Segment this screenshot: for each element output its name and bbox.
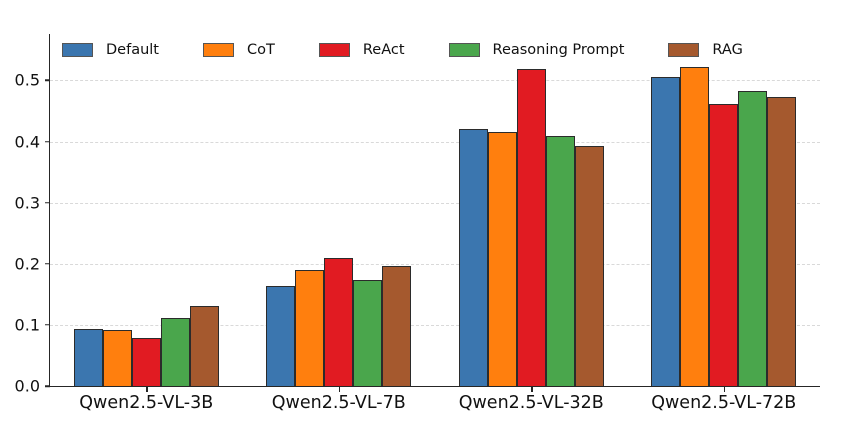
gridline	[50, 141, 820, 143]
x-tick-mark	[146, 386, 148, 392]
bar-rag	[574, 146, 604, 386]
bar-rag	[189, 305, 219, 386]
bar-reasoning-prompt	[545, 136, 575, 386]
y-tick-label: 0.0	[14, 376, 40, 396]
bar-rag	[382, 265, 412, 386]
legend-label: Reasoning Prompt	[492, 42, 625, 58]
legend-label: ReAct	[362, 42, 405, 58]
bar-reasoning-prompt	[160, 318, 190, 386]
bar-cot	[487, 131, 517, 386]
bar-reasoning-prompt	[353, 280, 383, 386]
bar-cot	[680, 67, 710, 386]
y-tick-mark	[45, 201, 50, 204]
legend-item-react: ReAct	[318, 42, 405, 58]
x-tick-label: Qwen2.5-VL-72B	[651, 393, 797, 413]
legend-item-default: Default	[62, 42, 159, 58]
legend-swatch-icon	[202, 43, 234, 57]
legend-swatch-icon	[668, 43, 700, 57]
legend-item-rag: RAG	[668, 42, 743, 58]
bar-group-qwen2.5-vl-32b: Qwen2.5-VL-32B	[435, 34, 628, 413]
x-tick-label: Qwen2.5-VL-7B	[271, 393, 406, 413]
gridline	[50, 80, 820, 82]
x-tick-label: Qwen2.5-VL-32B	[458, 393, 604, 413]
gridline	[50, 202, 820, 204]
y-tick-mark	[45, 263, 50, 265]
y-tick-mark	[45, 324, 50, 326]
bar-default	[73, 329, 103, 386]
y-tick-mark	[45, 79, 50, 82]
x-tick-mark	[338, 386, 341, 392]
y-tick-label: 0.5	[14, 70, 40, 90]
bar-rag	[767, 96, 797, 386]
y-tick-label: 0.3	[14, 193, 40, 213]
bar-cot	[295, 269, 325, 386]
x-tick-mark	[531, 386, 533, 392]
bar-reasoning-prompt	[738, 91, 768, 386]
bar-react	[131, 338, 161, 386]
gridline	[50, 324, 820, 326]
legend-swatch-icon	[318, 43, 350, 57]
y-tick-label: 0.4	[14, 132, 40, 152]
bar-react	[516, 68, 546, 386]
plot-area: 0.0 0.1 0.2 0.3 0.4 0.5 Qwen2.5-VL-3B Qwen2.5-…	[15, 34, 821, 413]
bar-default	[651, 76, 681, 386]
bar-cot	[102, 330, 132, 386]
x-tick-label: Qwen2.5-VL-3B	[79, 393, 214, 413]
bar-default	[266, 286, 296, 386]
legend-swatch-icon	[62, 43, 93, 57]
bar-groups: Qwen2.5-VL-3B Qwen2.5-VL-7B Qwen2.5-VL-32B…	[50, 34, 821, 413]
x-tick-mark	[723, 386, 726, 392]
bar-default	[458, 129, 488, 386]
legend-swatch-icon	[448, 43, 480, 57]
gridline	[50, 263, 820, 265]
legend: Default CoT ReAct Reasoning Prompt RAG	[62, 42, 743, 58]
bar-group-qwen2.5-vl-72b: Qwen2.5-VL-72B	[628, 34, 821, 413]
bar-group-qwen2.5-vl-7b: Qwen2.5-VL-7B	[243, 34, 436, 413]
legend-label: Default	[106, 42, 159, 58]
legend-label: RAG	[712, 42, 743, 58]
bar-react	[324, 257, 354, 386]
legend-label: CoT	[246, 42, 275, 58]
legend-item-reasoning-prompt: Reasoning Prompt	[448, 42, 625, 58]
y-tick-label: 0.2	[14, 254, 40, 274]
y-tick-mark	[45, 385, 50, 387]
y-tick-label: 0.1	[14, 315, 40, 335]
bar-react	[709, 103, 739, 386]
y-tick-mark	[45, 140, 50, 143]
bar-group-qwen2.5-vl-3b: Qwen2.5-VL-3B	[50, 34, 243, 413]
legend-item-cot: CoT	[202, 42, 275, 58]
